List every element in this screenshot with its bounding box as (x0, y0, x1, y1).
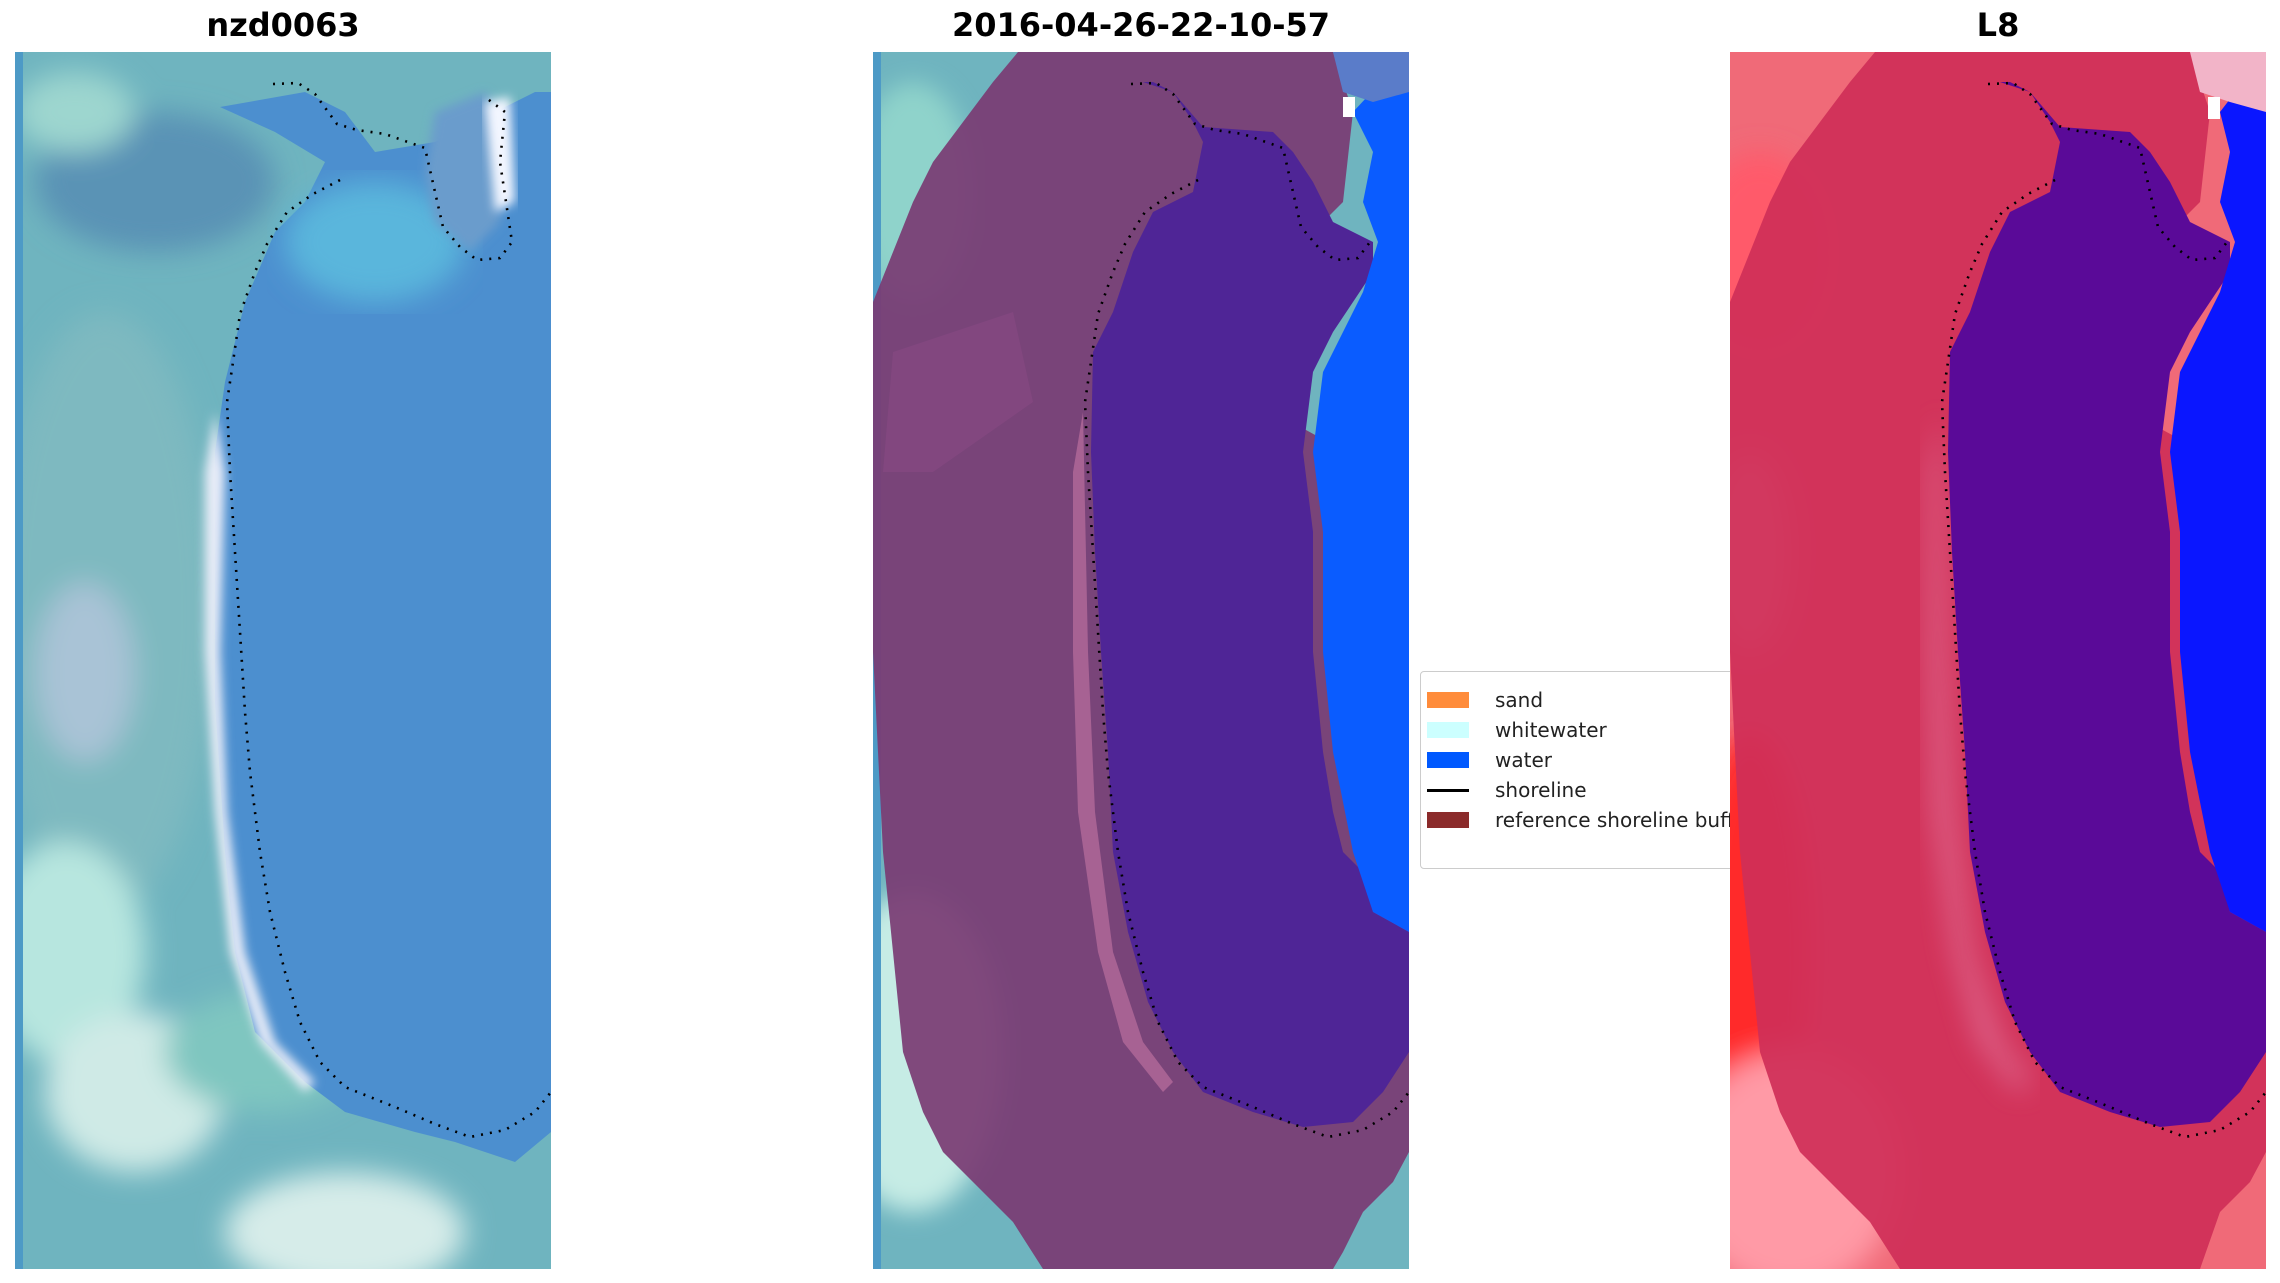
l8-water-region (1948, 82, 2266, 1127)
l8-ocean-region (2170, 52, 2266, 932)
legend: sand whitewater water shoreline referenc… (1420, 671, 1780, 869)
shoreline-rgb (272, 81, 514, 262)
sand-swatch (1427, 692, 1469, 708)
ocean-class-region (1313, 52, 1409, 932)
legend-label-reference-buffer: reference shoreline buffer (1495, 808, 1755, 832)
reference-buffer-swatch (1427, 812, 1469, 828)
classified-image (873, 52, 1409, 1269)
legend-label-sand: sand (1495, 688, 1544, 712)
panel-title-l8: L8 (1976, 6, 2020, 44)
l8-image-panel (1730, 52, 2266, 1269)
rgb-satellite-image (15, 52, 551, 1269)
legend-item-sand: sand (1427, 686, 1543, 714)
classified-image-panel (873, 52, 1409, 1269)
l8-image (1730, 52, 2266, 1269)
legend-label-whitewater: whitewater (1495, 718, 1607, 742)
rgb-image-panel (15, 52, 551, 1269)
legend-item-shoreline: shoreline (1427, 776, 1587, 804)
legend-item-reference-buffer: reference shoreline buffer (1427, 806, 1754, 834)
legend-item-water: water (1427, 746, 1552, 774)
legend-label-water: water (1495, 748, 1552, 772)
panel-title-rgb: nzd0063 (206, 6, 360, 44)
panel-title-classified: 2016-04-26-22-10-57 (951, 6, 1331, 44)
legend-item-whitewater: whitewater (1427, 716, 1607, 744)
shoreline-line-swatch (1427, 788, 1469, 792)
water-class-region (1091, 82, 1409, 1127)
whitewater-swatch (1427, 722, 1469, 738)
legend-label-shoreline: shoreline (1495, 778, 1587, 802)
water-swatch (1427, 752, 1469, 768)
